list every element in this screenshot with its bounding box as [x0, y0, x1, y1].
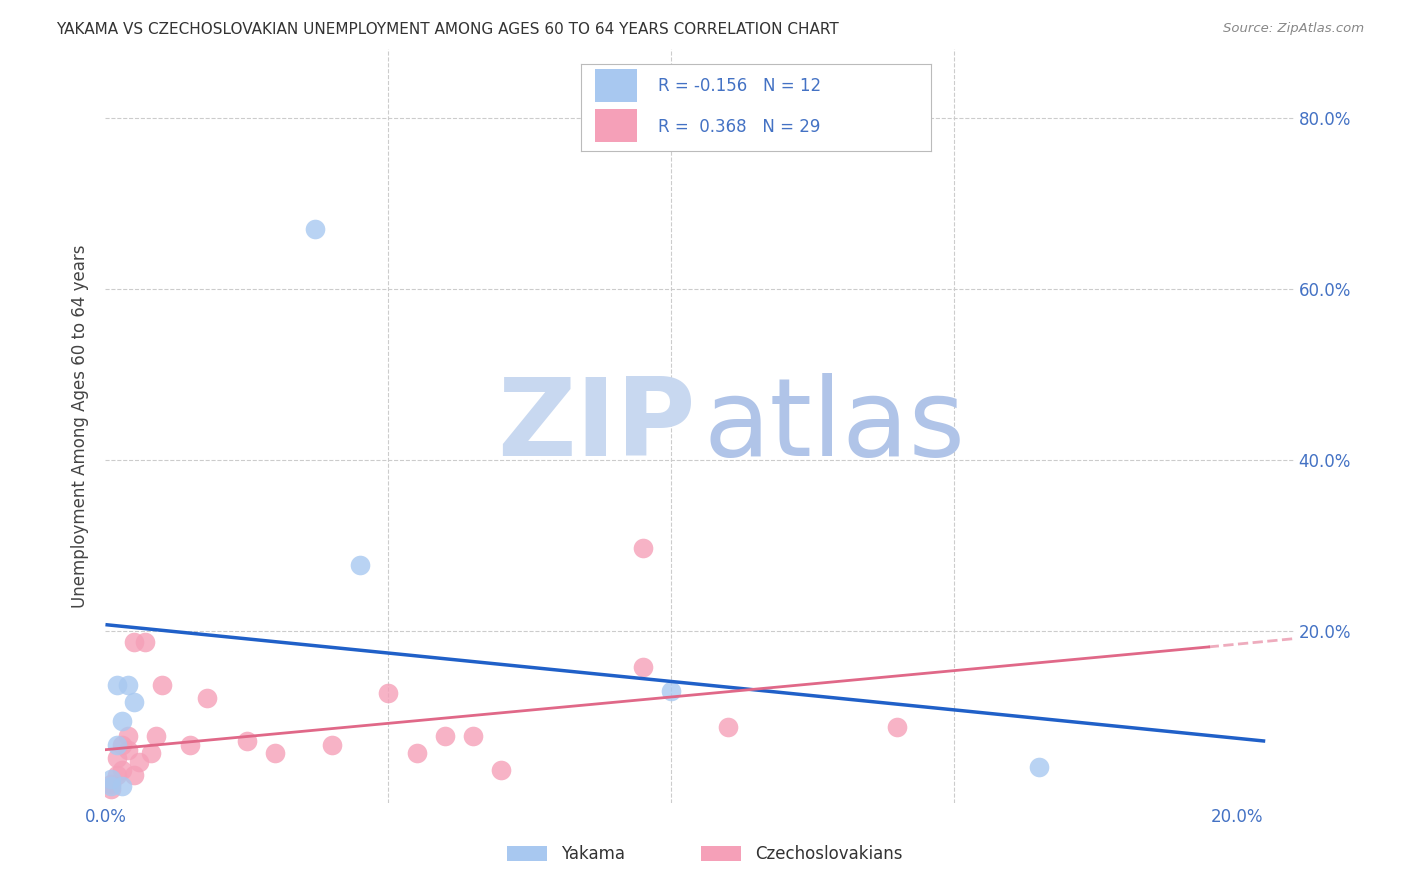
Point: [105, 751, 128, 765]
Point: [100, 779, 122, 793]
Text: R = -0.156   N = 12: R = -0.156 N = 12: [658, 77, 821, 95]
Point: [111, 738, 134, 752]
Text: Yakama: Yakama: [561, 845, 624, 863]
Point: [100, 782, 122, 797]
Point: [122, 768, 145, 782]
Text: Czechoslovakians: Czechoslovakians: [755, 845, 903, 863]
Bar: [595, 109, 637, 142]
Point: [122, 695, 145, 709]
Point: [117, 729, 139, 743]
Point: [659, 684, 682, 698]
Point: [433, 729, 456, 743]
Point: [105, 768, 128, 782]
Point: [349, 558, 371, 572]
Point: [264, 746, 287, 760]
Text: Source: ZipAtlas.com: Source: ZipAtlas.com: [1223, 22, 1364, 36]
Point: [1028, 760, 1050, 774]
Point: [631, 660, 654, 674]
Point: [150, 677, 173, 691]
Point: [179, 738, 201, 752]
Point: [463, 729, 485, 743]
Point: [134, 634, 156, 648]
Text: YAKAMA VS CZECHOSLOVAKIAN UNEMPLOYMENT AMONG AGES 60 TO 64 YEARS CORRELATION CHA: YAKAMA VS CZECHOSLOVAKIAN UNEMPLOYMENT A…: [56, 22, 839, 37]
Point: [631, 541, 654, 555]
Text: R =  0.368   N = 29: R = 0.368 N = 29: [658, 118, 820, 136]
Point: [304, 222, 326, 236]
Bar: [700, 846, 741, 862]
Point: [491, 764, 513, 778]
Text: atlas: atlas: [703, 373, 965, 479]
Text: ZIP: ZIP: [498, 373, 696, 479]
Point: [117, 742, 139, 756]
Point: [100, 777, 122, 791]
Point: [236, 734, 259, 748]
Point: [195, 691, 218, 706]
Point: [111, 764, 134, 778]
Point: [117, 677, 139, 691]
Y-axis label: Unemployment Among Ages 60 to 64 years: Unemployment Among Ages 60 to 64 years: [72, 244, 90, 607]
Point: [111, 714, 134, 729]
Point: [717, 721, 740, 735]
Point: [377, 686, 399, 700]
Point: [111, 779, 134, 793]
Point: [321, 738, 343, 752]
Point: [128, 755, 150, 769]
Point: [122, 634, 145, 648]
Point: [100, 772, 122, 786]
Point: [105, 738, 128, 752]
Point: [105, 677, 128, 691]
Point: [886, 721, 908, 735]
Point: [145, 729, 167, 743]
Bar: [595, 70, 637, 103]
Point: [139, 746, 162, 760]
Bar: [506, 846, 547, 862]
Point: [405, 746, 427, 760]
